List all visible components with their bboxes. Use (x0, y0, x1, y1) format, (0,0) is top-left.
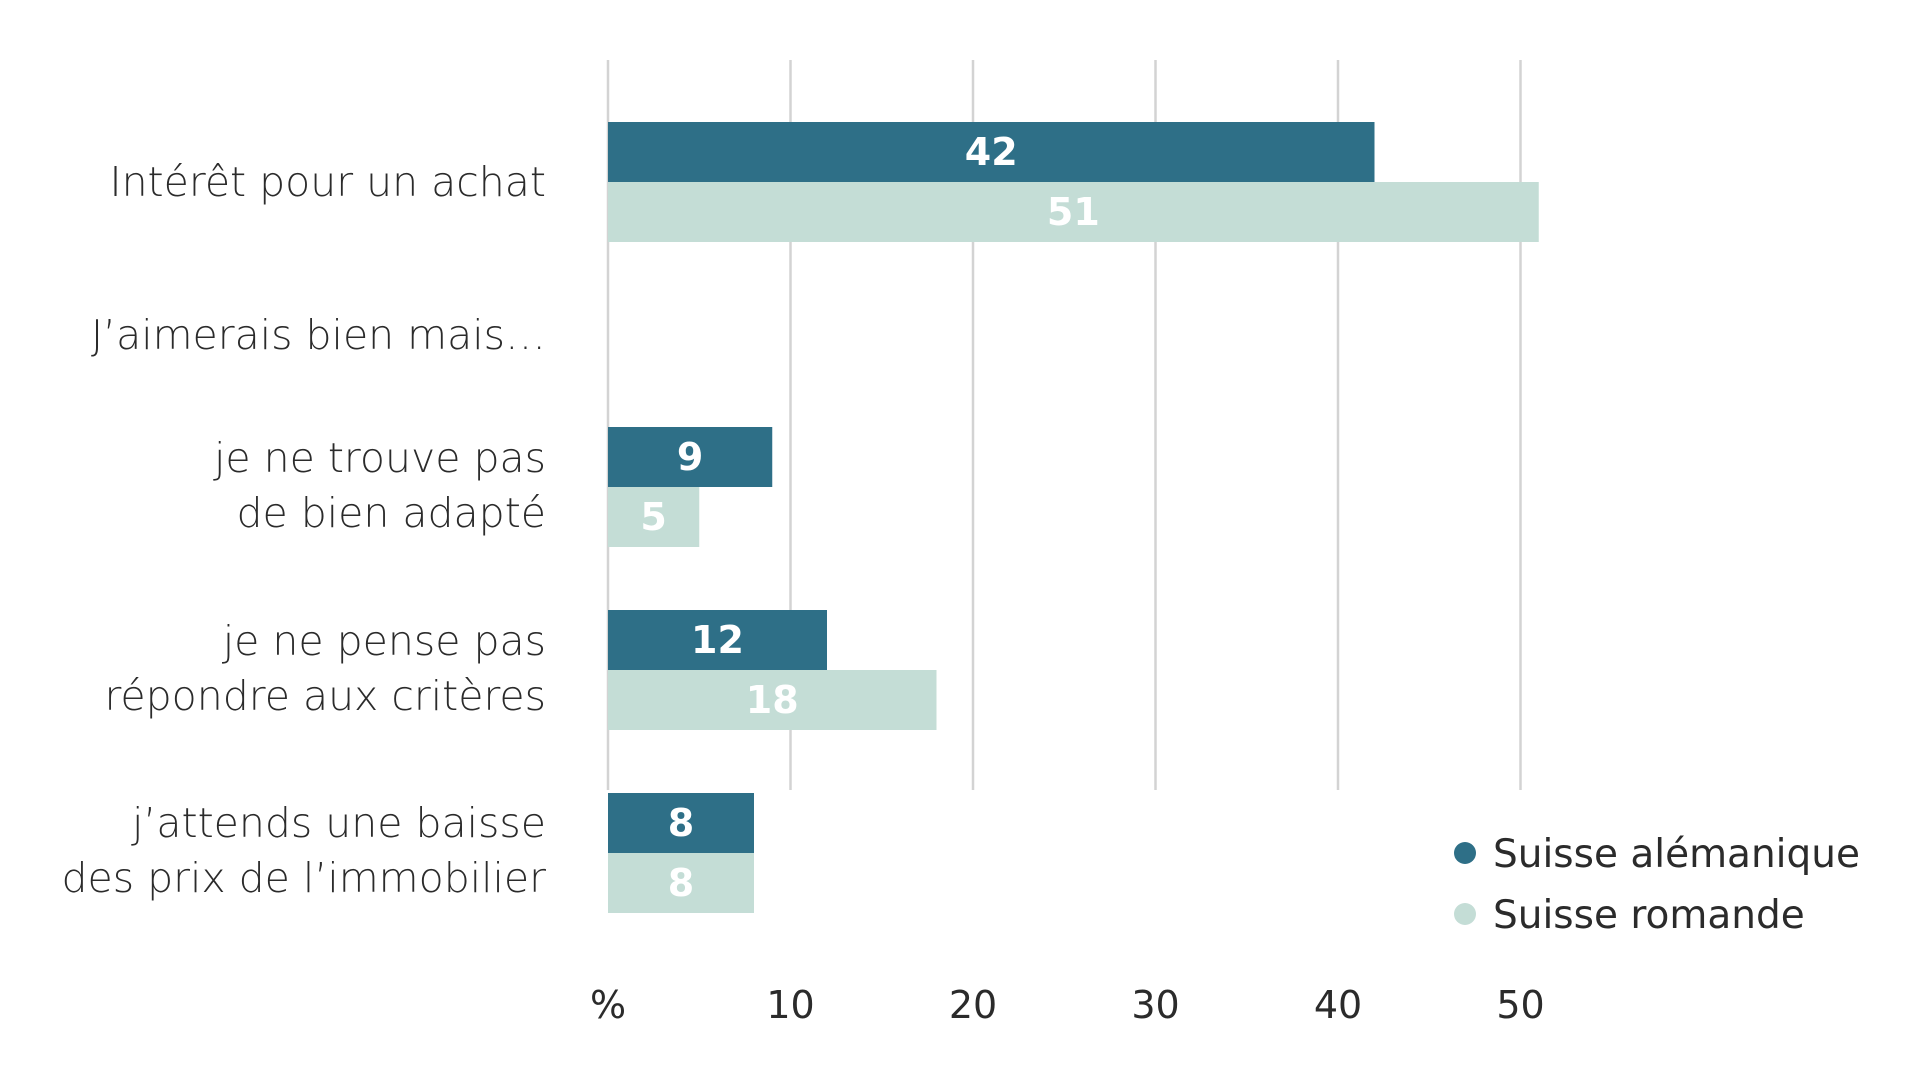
x-tick-label: % (590, 983, 626, 1027)
bar-suisse-alemanique (608, 122, 1375, 182)
legend-marker (1454, 842, 1476, 864)
bar-suisse-alemanique (608, 793, 754, 853)
x-tick-label: 20 (949, 983, 997, 1027)
x-tick-label: 40 (1314, 983, 1362, 1027)
legend-label: Suisse alémanique (1493, 832, 1860, 877)
legend-marker (1454, 903, 1476, 925)
bar-suisse-alemanique (608, 610, 827, 670)
category-label: je ne pense pas (222, 617, 546, 665)
bar-value-label: 51 (1047, 190, 1100, 234)
bar-suisse-alemanique (608, 427, 773, 487)
bar-value-label: 12 (691, 618, 744, 662)
category-label: j’attends une baisse (131, 799, 546, 847)
category-label: répondre aux critères (104, 672, 546, 720)
category-label: Intérêt pour un achat (109, 158, 546, 206)
x-tick-label: 10 (766, 983, 814, 1027)
x-tick-label: 30 (1131, 983, 1179, 1027)
bar-value-label: 9 (677, 435, 703, 479)
bar-suisse-romande (608, 487, 700, 547)
bar-value-label: 8 (668, 861, 694, 905)
legend-label: Suisse romande (1493, 893, 1805, 938)
category-label: J’aimerais bien mais… (91, 311, 546, 359)
bar-value-label: 18 (746, 678, 799, 722)
bar-value-label: 5 (640, 495, 666, 539)
bar-suisse-romande (608, 182, 1539, 242)
bar-value-label: 8 (668, 801, 694, 845)
x-tick-label: 50 (1496, 983, 1544, 1027)
bar-suisse-romande (608, 670, 937, 730)
bar-value-label: 42 (965, 130, 1018, 174)
category-label: des prix de l’immobilier (61, 854, 546, 902)
bar-suisse-romande (608, 853, 754, 913)
category-label: de bien adapté (236, 489, 546, 537)
category-label: je ne trouve pas (213, 434, 546, 482)
